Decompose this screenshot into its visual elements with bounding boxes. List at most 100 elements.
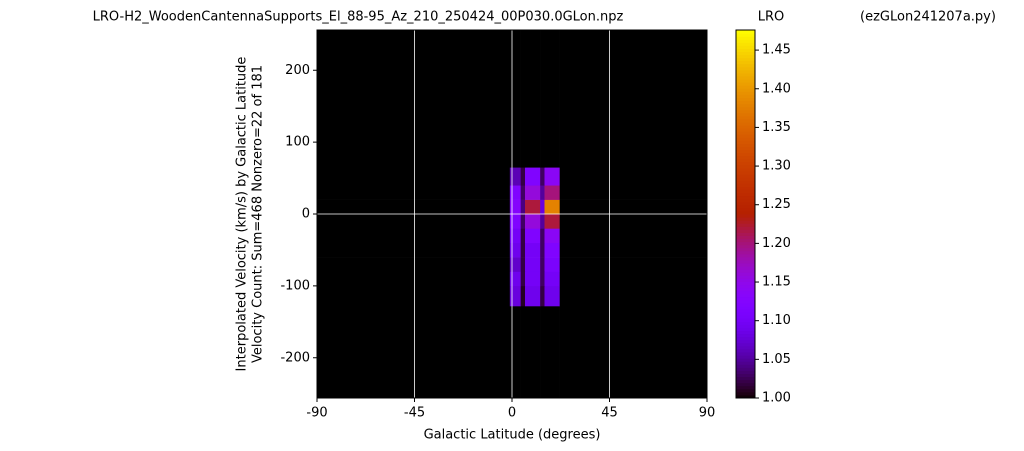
colorbar-swatch <box>736 174 755 178</box>
colorbar-frame <box>735 29 756 399</box>
heatmap-cell <box>520 30 526 168</box>
colorbar-swatch <box>736 370 755 374</box>
colorbar-swatch <box>736 241 755 246</box>
x-tick-label: -90 <box>306 406 327 421</box>
heatmap-cell <box>509 30 521 168</box>
heatmap-cell <box>509 167 521 186</box>
heatmap-cell <box>520 185 526 200</box>
colorbar-swatch <box>736 103 755 108</box>
heatmap-cell <box>544 306 560 399</box>
colorbar-swatch <box>736 345 755 350</box>
colorbar-swatch <box>736 112 755 117</box>
heatmap-cell <box>559 167 708 186</box>
colorbar-swatch <box>736 388 755 393</box>
colorbar-swatch <box>736 48 755 52</box>
colorbar-swatch <box>736 201 755 206</box>
colorbar-swatch <box>736 42 755 46</box>
colorbar-swatch <box>736 198 755 203</box>
colorbar-swatch <box>736 195 755 200</box>
y-tick-label: -100 <box>280 278 310 293</box>
heatmap-cell <box>544 257 560 272</box>
heatmap-cell <box>520 167 526 186</box>
heatmap-cell <box>317 228 511 244</box>
colorbar-tick-label: 1.35 <box>762 120 791 135</box>
colorbar-swatch <box>736 171 755 175</box>
heatmap-cell <box>509 214 521 229</box>
colorbar-swatch <box>736 290 755 295</box>
colorbar-swatch <box>736 306 755 310</box>
colorbar-swatch <box>736 204 755 209</box>
colorbar-swatch <box>736 376 755 381</box>
colorbar-swatch <box>736 272 755 276</box>
heatmap-cell <box>540 199 545 215</box>
colorbar-swatch <box>736 30 755 34</box>
colorbar-swatch <box>736 361 755 365</box>
heatmap-cell <box>520 228 526 244</box>
colorbar-tick-label: 1.30 <box>762 159 791 174</box>
heatmap-cell <box>540 306 545 399</box>
colorbar-swatch <box>736 358 755 362</box>
colorbar-swatch <box>736 352 755 356</box>
heatmap-cell <box>544 185 560 200</box>
colorbar-swatch <box>736 214 755 218</box>
colorbar-swatch <box>736 149 755 154</box>
colorbar-title: LRO <box>758 10 785 25</box>
colorbar-swatch <box>736 269 755 273</box>
colorbar-tick-label: 1.20 <box>762 236 791 251</box>
colorbar-swatch <box>736 63 755 68</box>
colorbar-swatch <box>736 217 755 221</box>
colorbar-swatch <box>736 45 755 49</box>
colorbar-swatch <box>736 158 755 163</box>
chart-title: LRO-H2_WoodenCantennaSupports_El_88-95_A… <box>93 10 624 25</box>
colorbar-tick-label: 1.40 <box>762 81 791 96</box>
heatmap-cell <box>525 214 541 229</box>
heatmap-cell <box>509 306 521 399</box>
colorbar-swatch <box>736 385 755 390</box>
heatmap-cell <box>540 167 545 186</box>
colorbar-swatch <box>736 226 755 230</box>
colorbar-swatch <box>736 312 755 316</box>
colorbar-swatch <box>736 293 755 298</box>
colorbar-swatch <box>736 373 755 378</box>
heatmap-cell <box>509 228 521 244</box>
heatmap-cell <box>544 199 560 215</box>
colorbar-swatch <box>736 333 755 338</box>
y-tick-label: -200 <box>280 350 310 365</box>
y-tick-label: 200 <box>285 63 310 78</box>
colorbar-swatch <box>736 128 755 132</box>
colorbar-swatch <box>736 315 755 319</box>
colorbar-swatch <box>736 177 755 181</box>
heatmap-cell <box>520 271 526 287</box>
heatmap-cell <box>525 199 541 215</box>
colorbar-swatch <box>736 355 755 359</box>
heatmap-cell <box>544 228 560 244</box>
heatmap-cell <box>317 167 511 186</box>
colorbar-swatch <box>736 143 755 148</box>
colorbar-swatch <box>736 189 755 194</box>
colorbar-swatch <box>736 394 755 399</box>
colorbar-swatch <box>736 109 755 114</box>
colorbar-swatch <box>736 220 755 224</box>
heatmap-cell <box>559 257 708 272</box>
heatmap-cell <box>520 257 526 272</box>
heatmap-cell <box>540 242 545 258</box>
colorbar-swatch <box>736 69 755 74</box>
heatmap-cell <box>520 285 526 307</box>
colorbar-swatch <box>736 72 755 77</box>
heatmap-cell <box>509 199 521 215</box>
colorbar-swatch <box>736 161 755 166</box>
colorbar-swatch <box>736 379 755 384</box>
heatmap-cell <box>520 199 526 215</box>
heatmap-cell <box>525 257 541 272</box>
colorbar-swatch <box>736 232 755 236</box>
heatmap-cell <box>559 199 708 215</box>
heatmap-cell <box>317 271 511 287</box>
heatmap-cell <box>559 30 708 168</box>
heatmap-cell <box>544 242 560 258</box>
colorbar-swatch <box>736 210 755 215</box>
colorbar-swatch <box>736 309 755 313</box>
heatmap-cell <box>544 285 560 307</box>
colorbar-swatch <box>736 134 755 138</box>
